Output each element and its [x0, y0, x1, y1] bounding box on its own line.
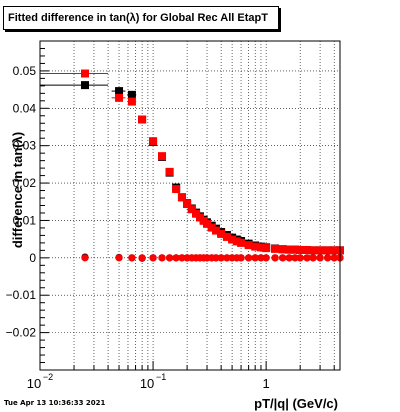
- x-tick-label: 10: [27, 376, 41, 391]
- data-point: [296, 254, 304, 262]
- y-tick-label: 0.04: [13, 101, 37, 115]
- data-point: [245, 254, 253, 262]
- data-point: [138, 254, 146, 262]
- series-2: [40, 69, 344, 255]
- series-4: [81, 254, 344, 262]
- data-point: [177, 193, 186, 202]
- y-tick-label: −0.02: [6, 326, 37, 340]
- data-point: [330, 246, 339, 255]
- data-point: [115, 254, 123, 262]
- data-point: [262, 254, 270, 262]
- data-point: [172, 185, 181, 194]
- data-point: [279, 254, 287, 262]
- data-point: [81, 254, 89, 262]
- y-tick-label: 0.05: [13, 64, 37, 78]
- data-point: [256, 243, 265, 252]
- data-point: [223, 254, 231, 262]
- x-axis-label: pT/|q| (GeV/c): [254, 396, 338, 411]
- data-point: [262, 244, 271, 253]
- data-point: [291, 254, 299, 262]
- data-point: [232, 237, 241, 246]
- data-point: [165, 254, 174, 262]
- chart-title: Fitted difference in tan(λ) for Global R…: [3, 6, 279, 30]
- data-point: [296, 245, 305, 254]
- data-point: [309, 246, 318, 255]
- chart-title-text: Fitted difference in tan(λ) for Global R…: [8, 12, 268, 24]
- data-point: [172, 254, 180, 262]
- data-point: [80, 69, 89, 78]
- x-tick-exponent: −1: [156, 372, 166, 382]
- data-point: [149, 137, 158, 146]
- timestamp-footer: Tue Apr 13 10:36:33 2021: [4, 399, 106, 407]
- data-point: [165, 167, 174, 176]
- data-point: [324, 254, 332, 262]
- data-point: [115, 87, 124, 96]
- data-point: [203, 219, 212, 228]
- data-point: [127, 97, 136, 106]
- series-1: [40, 81, 344, 255]
- data-point: [285, 245, 294, 254]
- data-point: [323, 246, 332, 255]
- data-point: [271, 244, 280, 253]
- data-point: [330, 254, 338, 262]
- data-point: [138, 115, 147, 124]
- data-point: [257, 254, 265, 262]
- y-tick-label: 0.01: [13, 213, 37, 227]
- data-point: [251, 242, 260, 251]
- data-point: [309, 254, 317, 262]
- data-point: [178, 254, 186, 262]
- data-point: [222, 232, 231, 241]
- y-tick-label: 0: [29, 251, 36, 265]
- data-point: [158, 254, 166, 262]
- data-point: [217, 229, 226, 238]
- data-point: [251, 254, 259, 262]
- data-point: [316, 246, 325, 255]
- x-tick-exponent: −2: [43, 372, 53, 382]
- data-point: [128, 254, 136, 262]
- data-point: [207, 223, 216, 232]
- x-tick-label: 1: [263, 376, 270, 391]
- data-point: [187, 205, 196, 214]
- data-point: [212, 254, 220, 262]
- data-point: [228, 235, 237, 244]
- data-point: [211, 226, 220, 235]
- data-point: [285, 254, 293, 262]
- data-point: [80, 81, 89, 90]
- data-point: [237, 238, 246, 247]
- x-tick-label: 10: [140, 376, 154, 391]
- y-tick-label: −0.01: [6, 288, 37, 302]
- data-point: [127, 90, 136, 99]
- data-point: [303, 254, 311, 262]
- y-tick-label: 0.02: [13, 176, 37, 190]
- data-series: [40, 69, 344, 262]
- data-point: [115, 93, 124, 102]
- data-point: [278, 245, 287, 254]
- data-point: [291, 245, 300, 254]
- y-tick-label: 0.03: [13, 139, 37, 153]
- data-point: [244, 241, 253, 250]
- data-point: [237, 254, 245, 262]
- data-point: [183, 200, 192, 209]
- data-point: [149, 254, 157, 262]
- data-point: [158, 152, 167, 161]
- data-point: [217, 254, 225, 262]
- data-point: [316, 254, 324, 262]
- data-point: [303, 245, 312, 254]
- y-axis-label: difference in tan(λ): [10, 132, 25, 248]
- data-point: [271, 254, 279, 262]
